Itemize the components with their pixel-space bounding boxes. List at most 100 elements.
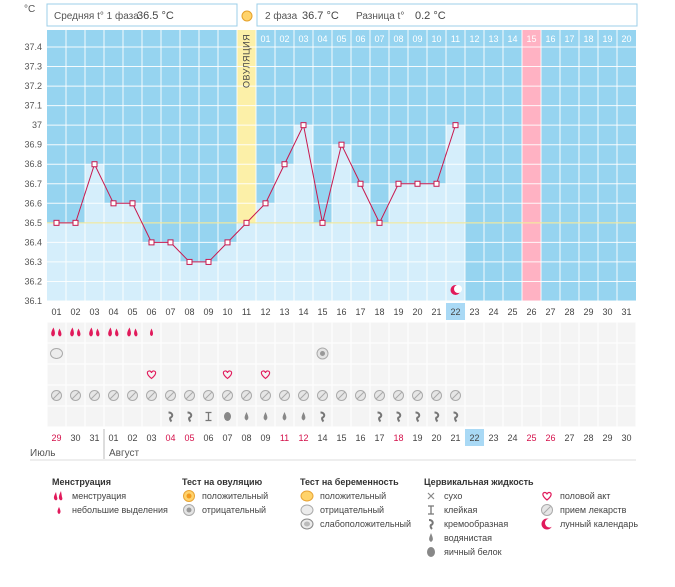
shape bbox=[146, 370, 157, 380]
shape bbox=[396, 411, 402, 423]
cycle-day-label: 22 bbox=[450, 307, 460, 317]
marker-cell bbox=[598, 322, 617, 343]
medicine-icon bbox=[393, 390, 404, 401]
temperature-point[interactable] bbox=[91, 161, 98, 168]
temperature-point[interactable] bbox=[72, 219, 79, 226]
marker-cell bbox=[598, 343, 617, 364]
y-tick-label: 37.3 bbox=[24, 62, 42, 72]
marker-cell bbox=[351, 406, 370, 427]
shape bbox=[260, 370, 271, 380]
legend-other: половой акт прием лекарств лунный календ… bbox=[540, 489, 638, 531]
temperature-point[interactable] bbox=[224, 239, 231, 246]
temperature-point[interactable] bbox=[452, 122, 459, 129]
calendar-date: 17 bbox=[374, 433, 384, 443]
cycle-day-label: 30 bbox=[602, 307, 612, 317]
shape bbox=[52, 391, 61, 400]
marker-cell bbox=[484, 364, 503, 385]
post-ovulation-day-label: 03 bbox=[298, 34, 308, 44]
medicine-icon bbox=[450, 390, 461, 401]
shape bbox=[147, 391, 156, 400]
temperature-point[interactable] bbox=[300, 122, 307, 129]
temperature-bar bbox=[275, 164, 294, 301]
marker-cell bbox=[256, 322, 275, 343]
today-cell bbox=[446, 303, 465, 320]
post-ovulation-day-label: 15 bbox=[526, 34, 536, 44]
unit-label: °C bbox=[24, 4, 35, 15]
cycle-day-label: 15 bbox=[317, 307, 327, 317]
temperature-point[interactable] bbox=[395, 180, 402, 187]
sun-icon bbox=[241, 10, 253, 22]
watery-icon bbox=[282, 412, 287, 421]
watery-icon bbox=[263, 412, 268, 421]
temperature-point[interactable] bbox=[433, 180, 440, 187]
temperature-point[interactable] bbox=[243, 219, 250, 226]
medicine-icon bbox=[374, 390, 385, 401]
medicine-icon bbox=[108, 390, 119, 401]
temperature-point[interactable] bbox=[205, 258, 212, 265]
marker-cell bbox=[85, 406, 104, 427]
cycle-day-label: 09 bbox=[203, 307, 213, 317]
temperature-point[interactable] bbox=[338, 141, 345, 148]
calendar-date: 05 bbox=[184, 433, 194, 443]
calendar-date: 12 bbox=[298, 433, 308, 443]
y-tick-label: 36.1 bbox=[24, 296, 42, 306]
post-ovulation-day-label: 06 bbox=[355, 34, 365, 44]
legend-cervical: Цервикальная жидкость сухо клейкая кремо… bbox=[424, 477, 534, 557]
post-ovulation-day-label: 07 bbox=[374, 34, 384, 44]
shape bbox=[109, 391, 118, 400]
marker-cell bbox=[617, 385, 636, 406]
marker-cell bbox=[66, 406, 85, 427]
plot-area: ОВУЛЯЦИЯ 01 02 03 04 05 06 07 08 09 10 11 12 13 14 15 16… bbox=[47, 30, 636, 302]
temperature-point[interactable] bbox=[167, 239, 174, 246]
temperature-point[interactable] bbox=[414, 180, 421, 187]
cycle-day-label: 28 bbox=[564, 307, 574, 317]
marker-cell bbox=[180, 322, 199, 343]
temperature-point[interactable] bbox=[148, 239, 155, 246]
menstruation-icon bbox=[70, 327, 81, 337]
cycle-day-label: 13 bbox=[279, 307, 289, 317]
post-ovulation-day-label: 08 bbox=[393, 34, 403, 44]
post-ovulation-day-label: 20 bbox=[621, 34, 631, 44]
temperature-point[interactable] bbox=[53, 219, 60, 226]
shape bbox=[224, 412, 231, 421]
temperature-point[interactable] bbox=[281, 161, 288, 168]
calendar-date: 30 bbox=[621, 433, 631, 443]
shape bbox=[261, 391, 270, 400]
shape bbox=[222, 370, 233, 380]
y-tick-label: 36.7 bbox=[24, 179, 42, 189]
shape bbox=[187, 411, 193, 423]
marker-cell bbox=[446, 343, 465, 364]
temperature-point[interactable] bbox=[110, 200, 117, 207]
creamy-icon bbox=[415, 411, 421, 423]
temperature-point[interactable] bbox=[129, 200, 136, 207]
temperature-point[interactable] bbox=[376, 219, 383, 226]
marker-cell bbox=[541, 364, 560, 385]
calendar-date: 02 bbox=[127, 433, 137, 443]
calendar-date: 16 bbox=[355, 433, 365, 443]
medicine-icon bbox=[355, 390, 366, 401]
y-tick-label: 36.4 bbox=[24, 237, 42, 247]
medicine-icon bbox=[336, 390, 347, 401]
temperature-point[interactable] bbox=[186, 258, 193, 265]
temperature-point[interactable] bbox=[357, 180, 364, 187]
temperature-point[interactable] bbox=[319, 219, 326, 226]
drop bbox=[70, 327, 81, 337]
calendar-date: 14 bbox=[317, 433, 327, 443]
medicine-icon bbox=[184, 390, 195, 401]
post-ovulation-day-label: 05 bbox=[336, 34, 346, 44]
marker-cell bbox=[85, 343, 104, 364]
calendar-date: 18 bbox=[393, 433, 403, 443]
y-tick-label: 37.2 bbox=[24, 81, 42, 91]
y-tick-label: 36.6 bbox=[24, 198, 42, 208]
calendar-date: 19 bbox=[412, 433, 422, 443]
medicine-icon bbox=[222, 390, 233, 401]
eggwhite-icon bbox=[427, 547, 435, 557]
creamy-icon bbox=[187, 411, 193, 423]
moon-icon bbox=[541, 518, 554, 530]
shape bbox=[301, 412, 306, 421]
calendar-date: 15 bbox=[336, 433, 346, 443]
marker-cell bbox=[199, 343, 218, 364]
temperature-point[interactable] bbox=[262, 200, 269, 207]
temperature-bar bbox=[161, 242, 180, 301]
cycle-day-label: 25 bbox=[507, 307, 517, 317]
